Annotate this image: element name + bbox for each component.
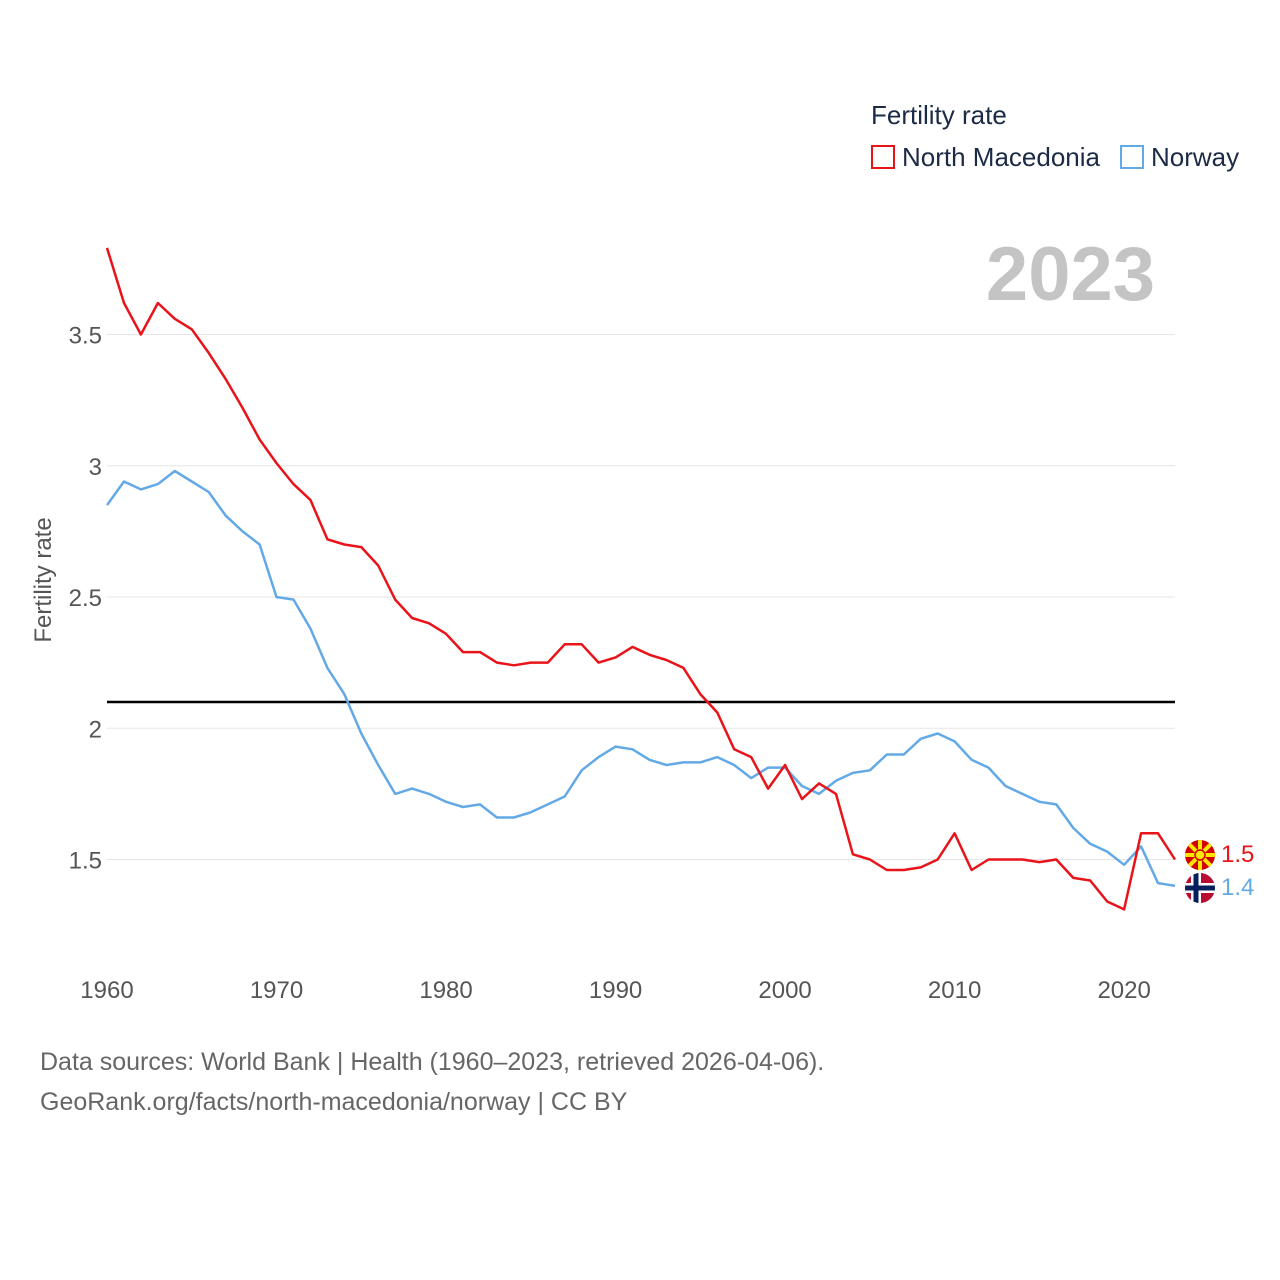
legend-swatch-north-macedonia [871, 145, 895, 169]
series-line-norway[interactable] [105, 469, 1176, 888]
x-axis-ticks: 1960 1970 1980 1990 2000 2010 2020 [80, 977, 1151, 1004]
x-tick-label: 2020 [1097, 977, 1150, 1004]
year-display: 2023 [986, 232, 1155, 317]
end-label-norway: 1.4 [1221, 874, 1254, 901]
north-macedonia-flag-icon [1185, 840, 1215, 870]
x-tick-label: 1970 [250, 977, 303, 1004]
series-lines [105, 247, 1177, 911]
legend-label-norway: Norway [1151, 142, 1239, 172]
y-tick-label: 1.5 [69, 848, 102, 875]
gridlines [107, 334, 1175, 860]
x-tick-label: 2000 [758, 977, 811, 1004]
source-line-1: Data sources: World Bank | Health (1960–… [40, 1048, 825, 1076]
x-tick-label: 1960 [80, 977, 133, 1004]
y-axis-ticks: 1.5 2 2.5 3 3.5 [69, 323, 102, 875]
x-tick-label: 1980 [419, 977, 472, 1004]
y-tick-label: 2.5 [69, 585, 102, 612]
end-label-north-macedonia: 1.5 [1221, 841, 1254, 868]
norway-flag-icon [1185, 873, 1215, 903]
fertility-chart: 1.5 2 2.5 3 3.5 1960 1970 1980 1990 2000 2010 2020… [30, 100, 1254, 1004]
legend-label-north-macedonia: North Macedonia [902, 142, 1101, 172]
legend: Fertility rate North Macedonia Norway [871, 100, 1239, 172]
legend-title: Fertility rate [871, 100, 1007, 130]
y-tick-label: 3 [89, 454, 102, 481]
legend-item-norway[interactable]: Norway [1120, 142, 1239, 172]
y-tick-label: 3.5 [69, 323, 102, 350]
y-axis-label: Fertility rate [30, 517, 57, 642]
legend-swatch-norway [1120, 145, 1144, 169]
legend-item-north-macedonia[interactable]: North Macedonia [871, 142, 1101, 172]
source-note: Data sources: World Bank | Health (1960–… [40, 1042, 824, 1122]
y-tick-label: 2 [89, 716, 102, 743]
source-line-2: GeoRank.org/facts/north-macedonia/norway… [40, 1088, 628, 1116]
x-tick-label: 1990 [589, 977, 642, 1004]
x-tick-label: 2010 [928, 977, 981, 1004]
series-line-north-macedonia[interactable] [105, 247, 1177, 911]
